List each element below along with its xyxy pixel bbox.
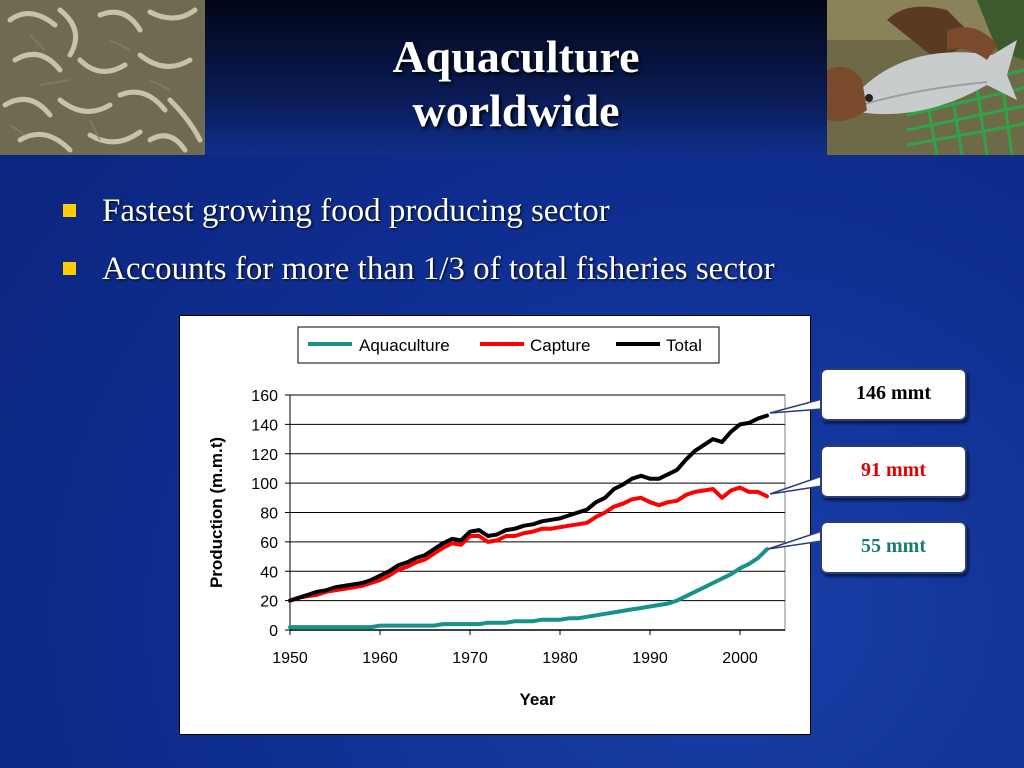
x-tick-label: 1950 bbox=[272, 650, 308, 667]
callout-pointer bbox=[767, 529, 823, 550]
x-tick-label: 1980 bbox=[542, 650, 578, 667]
bullet-item: Accounts for more than 1/3 of total fish… bbox=[60, 244, 775, 302]
callout-total: 146 mmt bbox=[820, 368, 967, 421]
y-tick-label: 100 bbox=[251, 476, 278, 493]
y-tick-label: 160 bbox=[251, 388, 278, 405]
callout-pointer bbox=[769, 474, 823, 495]
y-tick-label: 60 bbox=[260, 535, 278, 552]
bullet-item: Fastest growing food producing sector bbox=[60, 186, 775, 244]
x-tick-label: 1960 bbox=[362, 650, 398, 667]
callout-total-label: 146 mmt bbox=[856, 382, 931, 404]
legend-label: Total bbox=[666, 336, 702, 355]
chart-svg: 0 20 40 60 80 100 120 140 160 1950 1960 1970 1980 199… bbox=[207, 326, 786, 709]
fish-photo bbox=[827, 0, 1024, 155]
square-bullet-icon bbox=[63, 262, 76, 275]
y-axis-title: Production (m.m.t) bbox=[207, 437, 226, 588]
shrimp-photo bbox=[0, 0, 205, 155]
y-tick-label: 120 bbox=[251, 447, 278, 464]
title-line-2: worldwide bbox=[412, 85, 620, 136]
square-bullet-icon bbox=[63, 204, 76, 217]
bullet-text: Accounts for more than 1/3 of total fish… bbox=[102, 251, 775, 287]
callout-capture: 91 mmt bbox=[820, 445, 967, 498]
x-axis-title: Year bbox=[520, 690, 556, 709]
series-line-aquaculture bbox=[288, 547, 769, 630]
series-line-capture bbox=[288, 485, 769, 603]
series-line-total bbox=[288, 413, 769, 603]
x-tick-label: 2000 bbox=[722, 650, 758, 667]
callout-aquaculture: 55 mmt bbox=[820, 521, 967, 574]
y-tick-label: 20 bbox=[260, 594, 278, 611]
callout-capture-label: 91 mmt bbox=[861, 459, 926, 481]
callout-aquaculture-label: 55 mmt bbox=[861, 535, 926, 557]
y-tick-label: 0 bbox=[269, 623, 278, 640]
slide-title: Aquaculture worldwide bbox=[205, 30, 827, 138]
y-tick-label: 80 bbox=[260, 506, 278, 523]
legend-label: Aquaculture bbox=[359, 336, 450, 355]
bullet-list: Fastest growing food producing sector Ac… bbox=[60, 186, 775, 302]
legend-label: Capture bbox=[530, 336, 590, 355]
x-tick-label: 1970 bbox=[452, 650, 488, 667]
x-tick-label: 1990 bbox=[632, 650, 668, 667]
y-tick-label: 40 bbox=[260, 564, 278, 581]
production-chart: 0 20 40 60 80 100 120 140 160 1950 1960 1970 1980 199… bbox=[179, 315, 811, 735]
title-line-1: Aquaculture bbox=[392, 31, 640, 82]
callout-pointer bbox=[769, 398, 823, 414]
bullet-text: Fastest growing food producing sector bbox=[102, 193, 610, 229]
y-tick-label: 140 bbox=[251, 417, 278, 434]
